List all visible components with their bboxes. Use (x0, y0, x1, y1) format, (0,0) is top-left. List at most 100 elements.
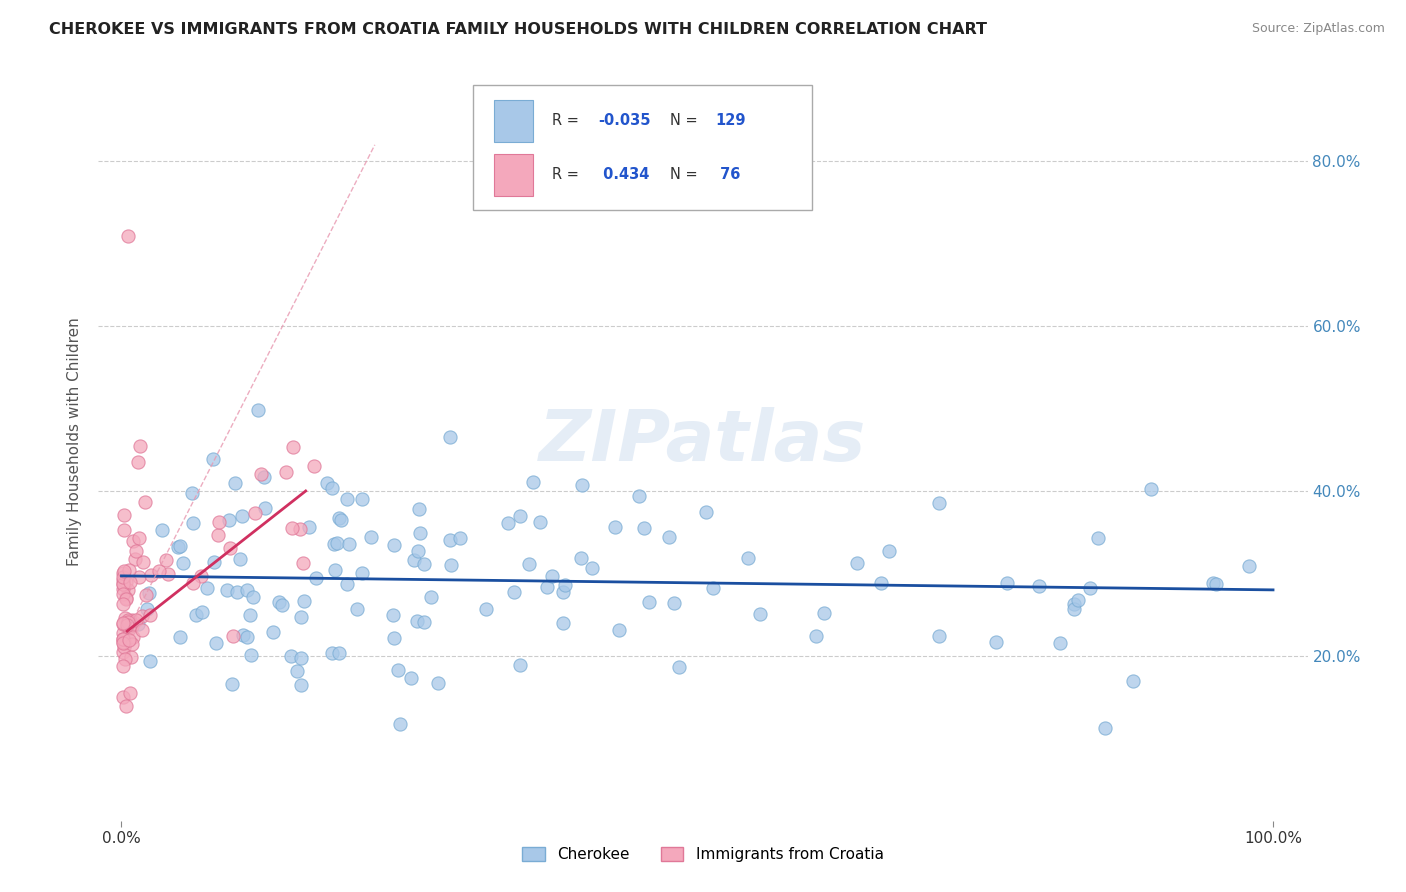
Point (695, 504, 717, 518)
Point (236, 630, 259, 644)
Point (553, 585, 575, 599)
Point (184, 607, 207, 622)
Point (569, 550, 592, 565)
Point (236, 582, 259, 597)
Point (290, 522, 312, 536)
Point (195, 581, 218, 595)
Point (1078, 582, 1101, 596)
Point (219, 541, 242, 555)
Point (748, 607, 770, 622)
Point (439, 533, 461, 548)
Point (128, 439, 150, 453)
Point (253, 470, 276, 484)
Y-axis label: Family Households with Children: Family Households with Children (67, 318, 83, 566)
Point (112, 573, 135, 587)
Point (117, 582, 139, 597)
Point (292, 594, 315, 608)
Point (169, 540, 191, 554)
Point (138, 585, 160, 599)
Text: 76: 76 (716, 167, 741, 182)
Point (117, 622, 139, 636)
Point (224, 475, 246, 490)
Text: N =: N = (671, 113, 703, 128)
Point (329, 513, 352, 527)
Point (190, 605, 212, 619)
Point (360, 530, 382, 544)
Point (218, 513, 240, 527)
Point (112, 632, 135, 646)
Point (1087, 531, 1109, 545)
Point (118, 574, 141, 589)
Point (111, 569, 134, 583)
Point (111, 615, 134, 630)
Point (115, 591, 138, 605)
Point (281, 520, 304, 534)
Point (702, 582, 724, 596)
Legend: Cherokee, Immigrants from Croatia: Cherokee, Immigrants from Croatia (523, 847, 883, 863)
Point (928, 496, 950, 510)
Point (117, 228, 139, 243)
Point (111, 577, 134, 591)
Point (603, 520, 626, 534)
Text: R =: R = (551, 167, 583, 182)
Point (336, 491, 359, 506)
Point (439, 430, 461, 444)
Point (112, 564, 135, 578)
Point (281, 440, 304, 454)
Point (1205, 577, 1227, 591)
Point (406, 543, 429, 558)
Text: Source: ZipAtlas.com: Source: ZipAtlas.com (1251, 22, 1385, 36)
Point (804, 629, 827, 643)
Point (114, 636, 136, 650)
Point (124, 552, 146, 566)
Point (111, 597, 134, 611)
Point (125, 613, 148, 627)
Point (150, 523, 173, 537)
Point (181, 576, 204, 591)
Point (1028, 579, 1050, 593)
Point (325, 536, 347, 550)
Point (399, 671, 422, 685)
Point (323, 563, 346, 577)
Point (427, 675, 450, 690)
Text: 0.434: 0.434 (598, 167, 650, 182)
Point (316, 475, 339, 490)
FancyBboxPatch shape (494, 153, 533, 195)
Point (291, 556, 314, 570)
Point (120, 685, 142, 699)
Point (231, 508, 253, 523)
Point (658, 530, 681, 544)
Point (114, 610, 136, 624)
Point (1094, 721, 1116, 735)
Point (337, 537, 360, 551)
Point (125, 544, 148, 558)
Point (382, 631, 405, 645)
Point (111, 636, 134, 650)
Point (336, 577, 359, 591)
Point (204, 555, 226, 569)
Point (633, 521, 655, 535)
Point (122, 630, 145, 644)
Point (269, 595, 291, 609)
Text: N =: N = (671, 167, 703, 182)
Point (115, 699, 138, 714)
Point (117, 613, 139, 627)
Point (172, 556, 194, 570)
Point (112, 626, 135, 640)
Point (419, 590, 441, 604)
Point (571, 477, 593, 491)
Point (328, 511, 350, 525)
Point (1063, 602, 1085, 616)
Point (118, 564, 141, 578)
Point (121, 619, 143, 633)
Point (118, 615, 141, 629)
Point (280, 648, 302, 663)
Point (166, 540, 188, 554)
Point (449, 532, 471, 546)
Point (112, 508, 135, 523)
Point (111, 645, 134, 659)
Point (928, 629, 950, 643)
Point (813, 607, 835, 621)
Point (581, 561, 603, 575)
Point (382, 538, 405, 552)
